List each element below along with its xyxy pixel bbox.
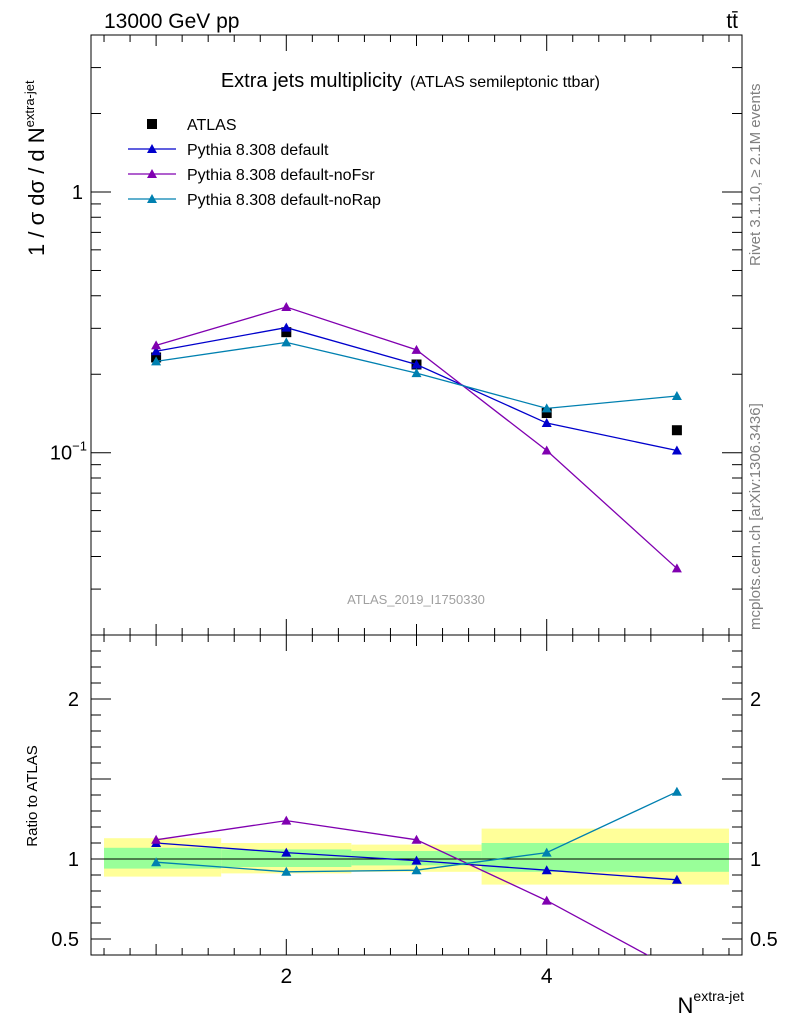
ratio-y-axis-label: Ratio to ATLAS <box>24 745 41 846</box>
x-axis-label-text: N <box>678 993 694 1018</box>
energy-label: 13000 GeV pp <box>104 10 239 33</box>
main-y-axis-label-sup: extra-jet <box>22 80 37 127</box>
ratio-data-point <box>411 855 422 865</box>
legend-label: Pythia 8.308 default <box>187 142 329 159</box>
rivet-label: Rivet 3.1.10, ≥ 2.1M events <box>747 84 764 267</box>
chart-subtitle: (ATLAS semileptonic ttbar) <box>410 74 600 91</box>
ratio-series-group <box>151 786 682 975</box>
data-point <box>281 337 292 347</box>
legend-label: Pythia 8.308 default-noRap <box>187 192 381 209</box>
main-y-tick-label: 1 <box>72 182 83 204</box>
legend: ATLAS Pythia 8.308 default Pythia 8.308 de… <box>128 117 381 209</box>
main-series-0 <box>151 327 682 436</box>
x-tick-label: 2 <box>280 965 292 988</box>
data-point-atlas <box>671 425 682 436</box>
x-tick-label: 4 <box>541 965 553 988</box>
ratio-y-tick-label-right: 1 <box>750 849 761 871</box>
analysis-label: ATLAS_2019_I1750330 <box>347 592 485 607</box>
legend-marker <box>147 169 157 178</box>
source-label: mcplots.cern.ch [arXiv:1306.3436] <box>747 403 764 630</box>
ratio-data-point <box>281 866 292 876</box>
ratio-data-point <box>541 895 552 905</box>
main-series-3 <box>151 337 682 413</box>
ratio-data-point <box>671 786 682 796</box>
data-point-atlas <box>281 327 292 338</box>
main-series-1 <box>151 322 682 455</box>
ratio-data-point <box>541 865 552 875</box>
ratio-y-tick-label-left: 0.5 <box>51 929 79 951</box>
legend-item-1: Pythia 8.308 default <box>128 142 329 159</box>
ratio-data-point <box>151 857 162 867</box>
ratio-y-tick-label-right: 0.5 <box>750 929 778 951</box>
main-y-tick-base: 10 <box>50 443 72 465</box>
ratio-data-point <box>672 966 682 975</box>
main-panel: 1 10−1 <box>50 34 743 636</box>
data-point <box>541 418 552 428</box>
main-y-axis-label-text: 1 / σ dσ / d N <box>24 127 49 256</box>
ratio-panel: 2 4 0.5 0.5 1 1 2 2 <box>51 634 778 988</box>
data-point <box>411 368 422 378</box>
ratio-data-point <box>541 847 552 857</box>
ratio-data-point <box>671 874 682 884</box>
data-point <box>671 445 682 455</box>
process-label: tt̄ <box>726 10 738 33</box>
data-point <box>411 344 422 354</box>
ratio-series-2 <box>151 786 682 876</box>
legend-label: Pythia 8.308 default-noFsr <box>187 167 375 184</box>
main-y-tick-exp: −1 <box>72 439 87 454</box>
data-point <box>411 359 422 369</box>
ratio-band-inner-0 <box>104 847 222 869</box>
chart-title: Extra jets multiplicity <box>221 70 402 92</box>
ratio-band-inner-3 <box>481 843 729 872</box>
legend-marker <box>147 144 157 153</box>
data-point <box>151 356 162 366</box>
legend-item-0: ATLAS <box>147 117 237 134</box>
data-point <box>541 403 552 413</box>
ratio-data-point <box>281 815 292 825</box>
data-point <box>151 346 162 356</box>
ratio-y-tick-label-left: 2 <box>68 689 79 711</box>
legend-label: ATLAS <box>187 117 237 134</box>
data-point <box>671 391 682 401</box>
x-axis-label-sup: extra-jet <box>693 988 744 1004</box>
ratio-band-inner-1 <box>221 849 352 867</box>
ratio-series-0 <box>151 838 682 884</box>
legend-marker <box>147 119 157 129</box>
ratio-y-tick-label-left: 1 <box>68 849 79 871</box>
main-series-2 <box>151 302 682 573</box>
legend-marker <box>147 194 157 203</box>
ratio-data-point <box>411 834 422 844</box>
main-y-axis-label: 1 / σ dσ / d Nextra-jet <box>22 80 49 256</box>
data-point <box>281 302 292 312</box>
ratio-data-point <box>151 834 162 844</box>
data-point-atlas <box>541 408 552 419</box>
data-point <box>151 340 162 350</box>
ratio-y-tick-label-right: 2 <box>750 689 761 711</box>
data-point <box>281 322 292 332</box>
legend-item-2: Pythia 8.308 default-noFsr <box>128 167 375 184</box>
ratio-series-1 <box>151 815 682 975</box>
data-point <box>541 445 552 455</box>
ratio-data-point <box>411 865 422 875</box>
data-point <box>671 563 682 573</box>
main-y-tick-label: 10−1 <box>50 439 87 465</box>
x-axis-label: Nextra-jet <box>678 988 745 1018</box>
ratio-frame <box>90 634 743 956</box>
legend-item-3: Pythia 8.308 default-noRap <box>128 192 381 209</box>
ratio-data-point <box>281 847 292 857</box>
